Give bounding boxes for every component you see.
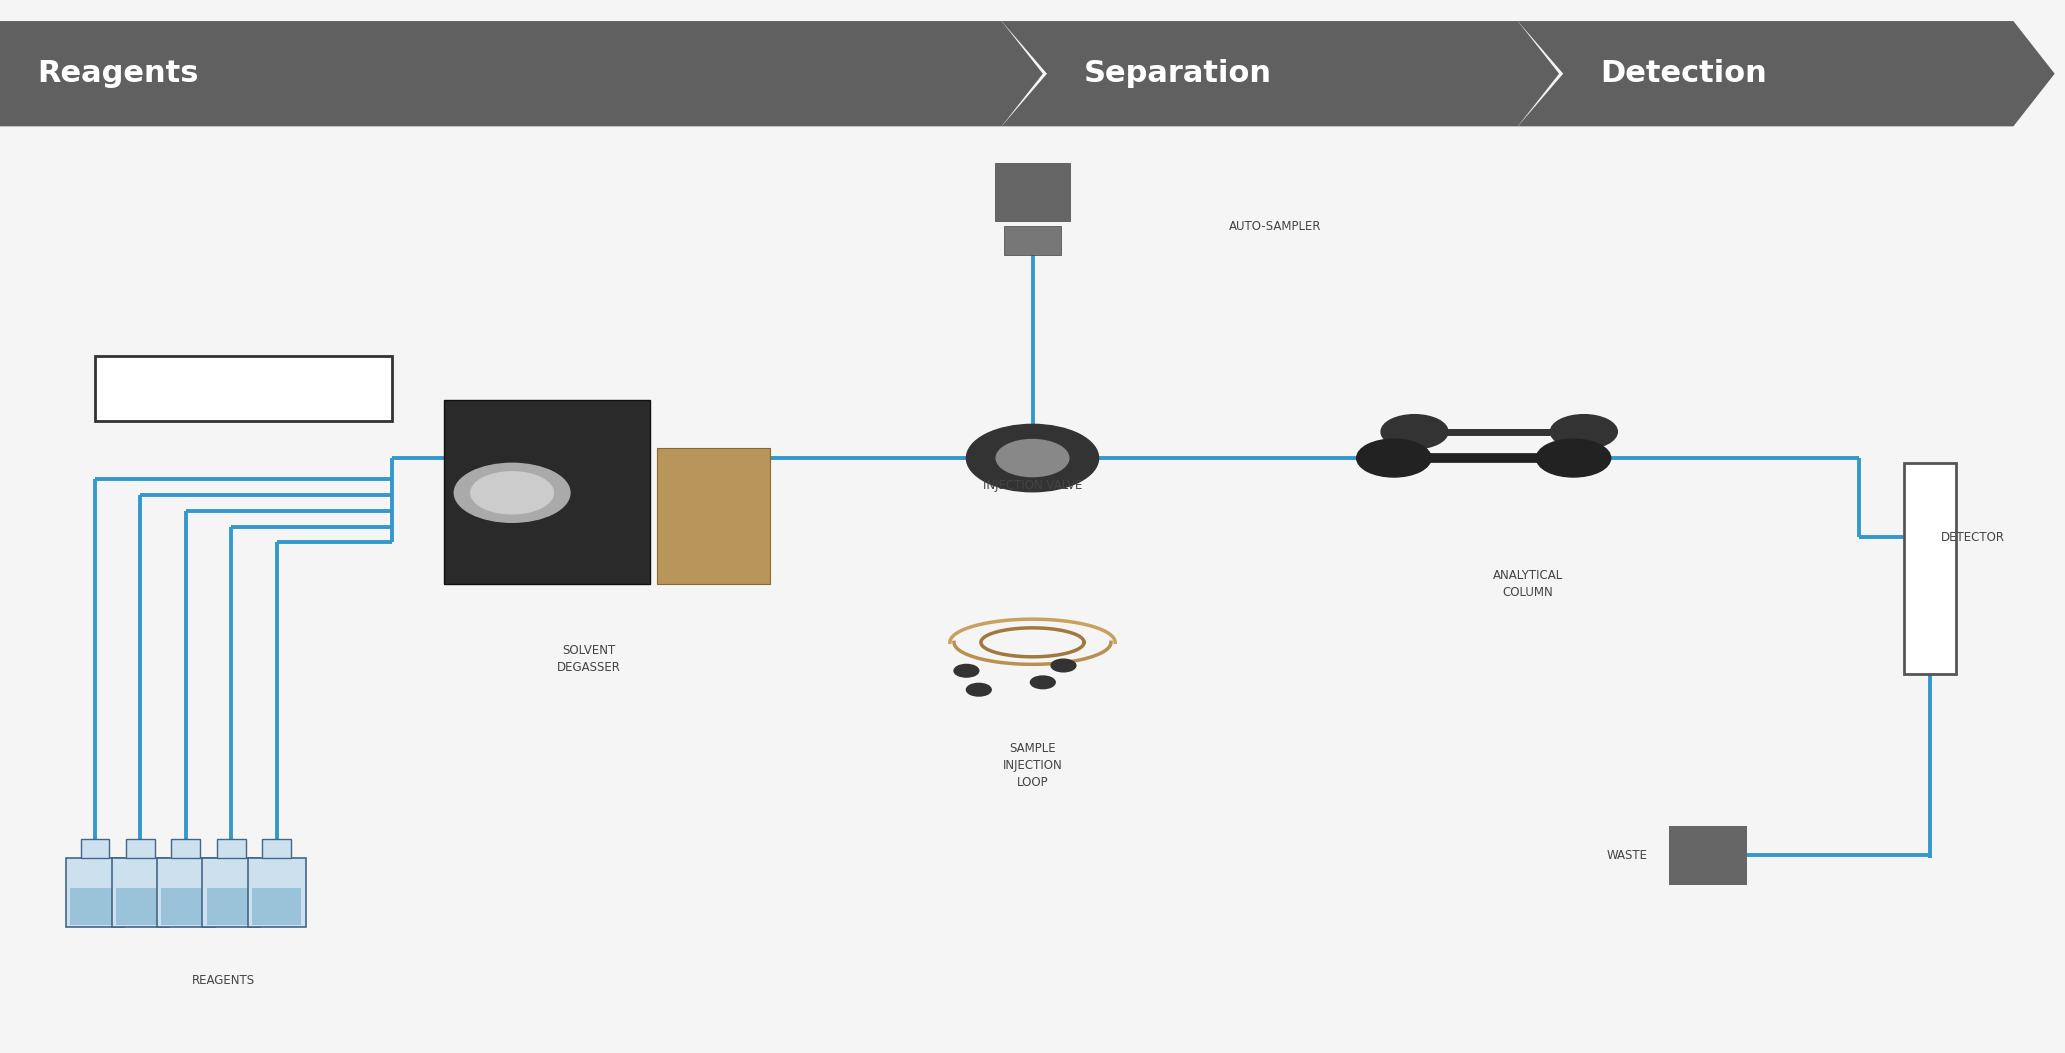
FancyBboxPatch shape <box>70 888 120 925</box>
Circle shape <box>1051 659 1076 672</box>
FancyBboxPatch shape <box>112 858 169 927</box>
FancyBboxPatch shape <box>126 839 155 858</box>
FancyBboxPatch shape <box>81 839 109 858</box>
Circle shape <box>995 439 1070 477</box>
Text: Reagents: Reagents <box>37 59 198 88</box>
FancyBboxPatch shape <box>1004 226 1061 255</box>
FancyBboxPatch shape <box>444 400 650 584</box>
Circle shape <box>471 472 553 514</box>
Circle shape <box>966 424 1099 492</box>
FancyBboxPatch shape <box>95 356 392 421</box>
Circle shape <box>454 463 570 522</box>
FancyBboxPatch shape <box>202 858 260 927</box>
FancyBboxPatch shape <box>161 888 211 925</box>
FancyBboxPatch shape <box>248 858 306 927</box>
Circle shape <box>966 683 991 696</box>
Polygon shape <box>1002 21 1559 126</box>
Polygon shape <box>0 21 1043 126</box>
FancyBboxPatch shape <box>657 448 770 584</box>
FancyBboxPatch shape <box>1669 826 1747 885</box>
FancyBboxPatch shape <box>116 888 165 925</box>
FancyBboxPatch shape <box>262 839 291 858</box>
Text: AUTO-SAMPLER: AUTO-SAMPLER <box>1229 220 1322 233</box>
Text: SAMPLE
INJECTION
LOOP: SAMPLE INJECTION LOOP <box>1004 742 1061 790</box>
Text: INJECTION VALVE: INJECTION VALVE <box>983 479 1082 492</box>
FancyBboxPatch shape <box>995 163 1070 221</box>
Text: REAGENTS: REAGENTS <box>192 974 254 987</box>
Polygon shape <box>1518 21 2055 126</box>
FancyBboxPatch shape <box>157 858 215 927</box>
Circle shape <box>1357 439 1431 477</box>
Text: WASTE: WASTE <box>1607 849 1648 861</box>
Circle shape <box>1551 415 1617 449</box>
FancyBboxPatch shape <box>206 888 256 925</box>
Text: DETECTOR: DETECTOR <box>1941 531 2005 543</box>
FancyBboxPatch shape <box>217 839 246 858</box>
FancyBboxPatch shape <box>1904 463 1956 674</box>
Circle shape <box>954 664 979 677</box>
Text: Detection: Detection <box>1600 59 1768 88</box>
FancyBboxPatch shape <box>252 888 301 925</box>
Circle shape <box>1536 439 1611 477</box>
Text: SOLVENT
DEGASSER: SOLVENT DEGASSER <box>558 644 620 674</box>
FancyBboxPatch shape <box>66 858 124 927</box>
Text: Separation: Separation <box>1084 59 1272 88</box>
Circle shape <box>1030 676 1055 689</box>
FancyBboxPatch shape <box>171 839 200 858</box>
Text: ANALYTICAL
COLUMN: ANALYTICAL COLUMN <box>1493 569 1563 598</box>
Circle shape <box>1381 415 1448 449</box>
